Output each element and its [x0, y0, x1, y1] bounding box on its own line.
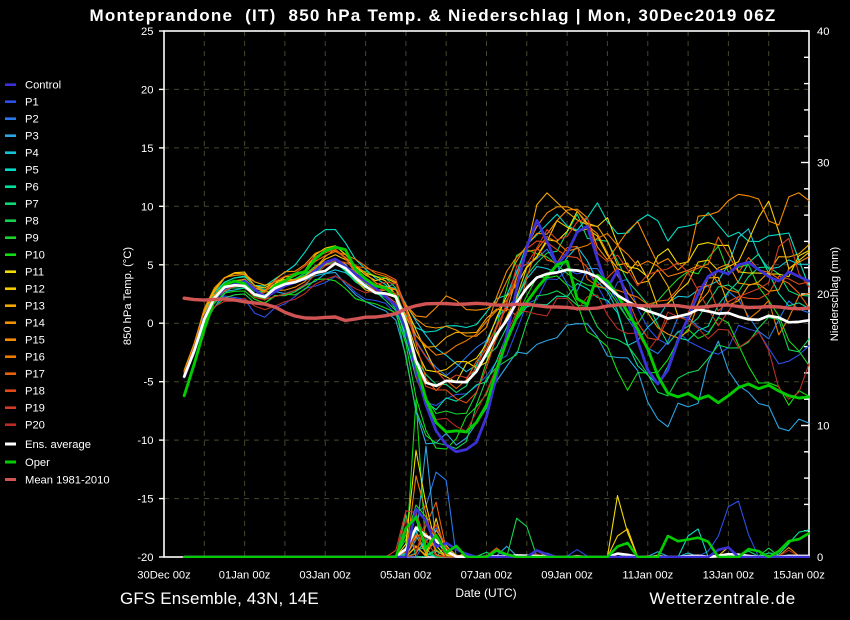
svg-text:0: 0 — [147, 318, 153, 330]
svg-text:-10: -10 — [137, 435, 153, 447]
svg-text:P4: P4 — [25, 148, 39, 160]
svg-text:P14: P14 — [25, 318, 45, 330]
svg-text:Ens. average: Ens. average — [25, 439, 91, 451]
svg-text:P3: P3 — [25, 131, 39, 143]
svg-text:Oper: Oper — [25, 457, 50, 469]
svg-text:01Jan 00z: 01Jan 00z — [219, 570, 271, 582]
svg-text:P7: P7 — [25, 199, 39, 211]
svg-text:P1: P1 — [25, 97, 39, 109]
svg-text:0: 0 — [817, 552, 823, 564]
svg-text:P2: P2 — [25, 114, 39, 126]
svg-text:Monteprandone (IT) 850 hPa T: Monteprandone (IT) 850 hPa Temp. & Niede… — [89, 6, 776, 25]
svg-text:Mean 1981-2010: Mean 1981-2010 — [25, 475, 110, 487]
svg-text:07Jan 00z: 07Jan 00z — [461, 570, 513, 582]
svg-text:P11: P11 — [25, 267, 44, 279]
svg-text:Control: Control — [25, 80, 61, 92]
svg-text:25: 25 — [141, 26, 153, 38]
svg-text:30Dec 00z: 30Dec 00z — [137, 570, 191, 582]
svg-text:P17: P17 — [25, 369, 45, 381]
svg-text:20: 20 — [817, 289, 829, 301]
svg-text:05Jan 00z: 05Jan 00z — [380, 570, 432, 582]
svg-text:5: 5 — [147, 260, 153, 272]
svg-text:13Jan 00z: 13Jan 00z — [703, 570, 755, 582]
svg-text:15Jan 00z: 15Jan 00z — [773, 570, 825, 582]
svg-text:850 hPa Temp. (°C): 850 hPa Temp. (°C) — [122, 247, 134, 345]
svg-text:Wetterzentrale.de: Wetterzentrale.de — [649, 589, 796, 608]
svg-text:20: 20 — [141, 84, 153, 96]
svg-text:10: 10 — [141, 201, 153, 213]
svg-text:-20: -20 — [137, 552, 153, 564]
svg-text:P5: P5 — [25, 165, 39, 177]
svg-text:03Jan 00z: 03Jan 00z — [299, 570, 351, 582]
svg-text:P18: P18 — [25, 386, 45, 398]
svg-text:40: 40 — [817, 26, 829, 38]
svg-text:P13: P13 — [25, 301, 45, 313]
svg-text:10: 10 — [817, 421, 829, 433]
svg-text:P9: P9 — [25, 233, 39, 245]
svg-text:P16: P16 — [25, 352, 45, 364]
svg-text:30: 30 — [817, 158, 829, 170]
svg-text:Date (UTC): Date (UTC) — [455, 586, 516, 600]
svg-text:P6: P6 — [25, 182, 39, 194]
svg-text:GFS Ensemble, 43N, 14E: GFS Ensemble, 43N, 14E — [120, 589, 319, 608]
svg-text:Niederschlag (mm): Niederschlag (mm) — [829, 246, 841, 341]
svg-text:P10: P10 — [25, 250, 45, 262]
svg-text:P15: P15 — [25, 335, 45, 347]
svg-text:P8: P8 — [25, 216, 39, 228]
svg-text:15: 15 — [141, 143, 153, 155]
svg-text:P20: P20 — [25, 420, 45, 432]
svg-text:P19: P19 — [25, 403, 45, 415]
svg-text:-15: -15 — [137, 494, 153, 506]
svg-text:11Jan 00z: 11Jan 00z — [622, 570, 673, 582]
svg-text:09Jan 00z: 09Jan 00z — [541, 570, 593, 582]
svg-text:-5: -5 — [144, 377, 154, 389]
svg-text:P12: P12 — [25, 284, 45, 296]
